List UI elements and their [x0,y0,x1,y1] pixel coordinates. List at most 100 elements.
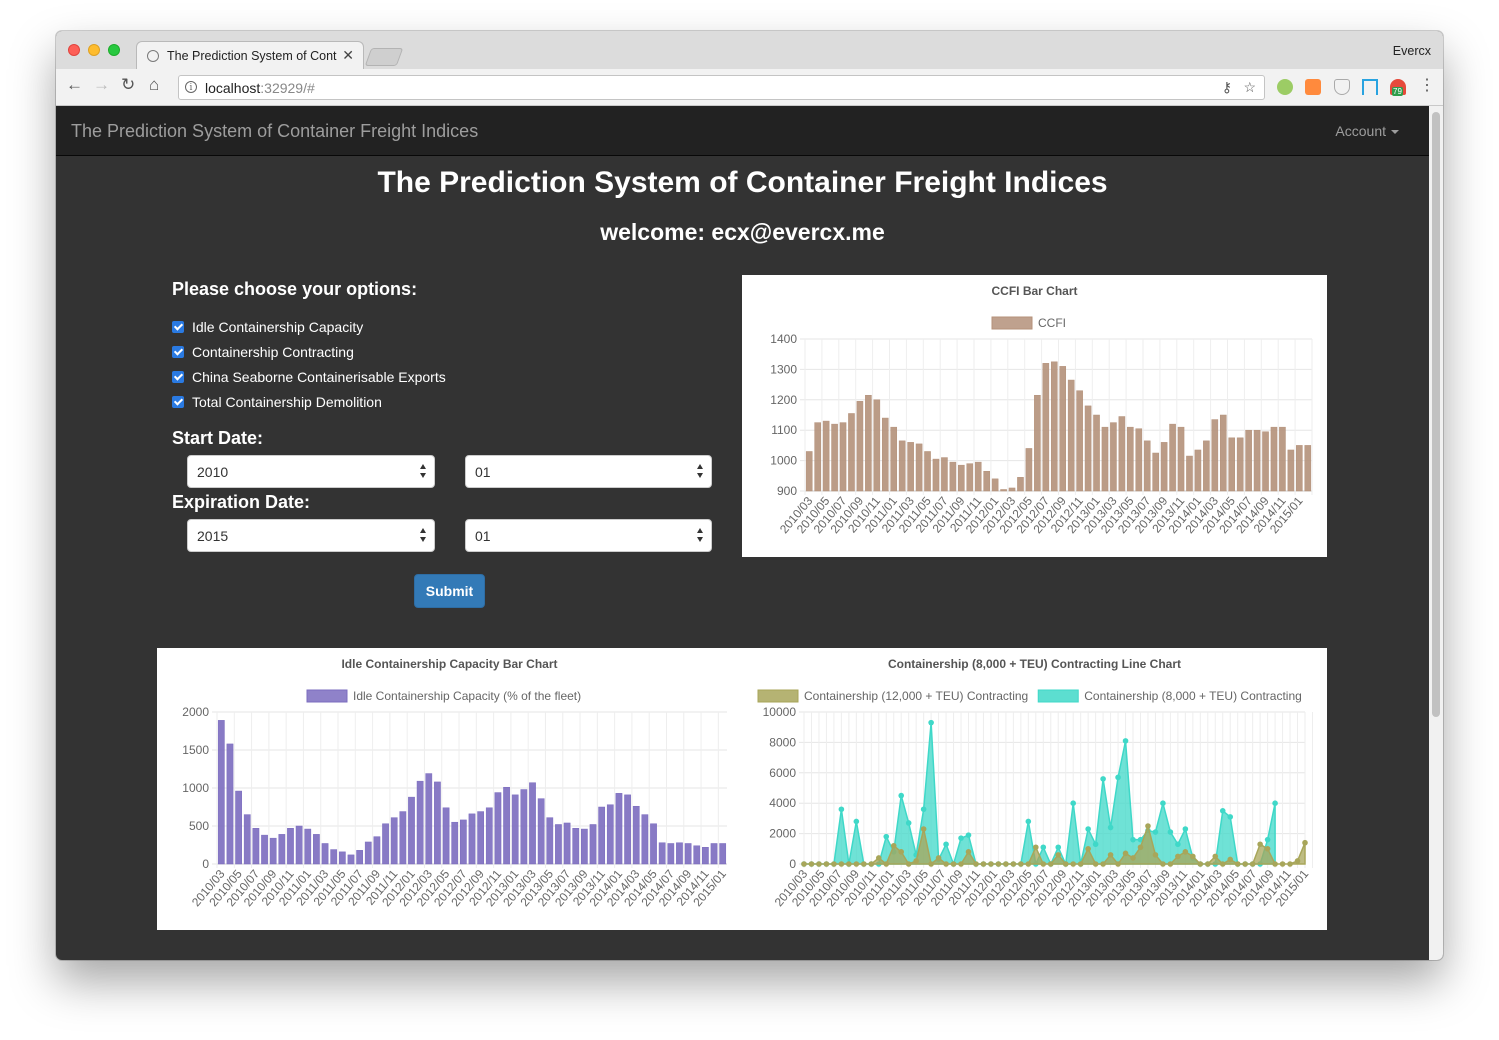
data-point [920,826,927,832]
y-tick-label: 1400 [770,332,797,346]
zoom-window-button[interactable] [108,44,120,56]
checkbox-checked[interactable] [172,321,184,333]
data-point [838,861,845,867]
home-icon[interactable]: ⌂ [149,75,160,94]
data-point [943,861,949,867]
legend-label: Containership (12,000 + TEU) Contracting [804,689,1028,703]
bar [555,824,562,865]
browser-window: The Prediction System of Container Freig… [56,31,1443,960]
data-point [1122,850,1129,857]
data-point [1055,852,1062,858]
bar [347,854,355,865]
back-arrow-icon[interactable]: ← [66,75,83,94]
bookmark-icon[interactable] [1362,79,1378,95]
options-heading: Please choose your options: [172,279,418,299]
bar [269,837,277,865]
address-bar[interactable]: i localhost:32929/# ⚷ ☆ [178,75,1265,100]
data-point [1070,800,1076,806]
bar [1236,437,1244,492]
checkbox-checked[interactable] [172,371,184,383]
bar [321,843,329,865]
account-dropdown[interactable]: Account [1335,123,1399,139]
y-tick-label: 0 [202,857,209,871]
profile-name[interactable]: Evercx [1392,44,1431,58]
bar [226,743,234,865]
select-value: 01 [475,528,491,544]
option-label: Idle Containership Capacity [192,319,364,335]
navbar-brand[interactable]: The Prediction System of Container Freig… [71,121,479,141]
bar [881,417,889,492]
browser-tab-active[interactable]: The Prediction System of Container Freig… [136,41,364,70]
bar [1245,429,1252,492]
start-month-select[interactable]: 01 [465,455,712,488]
bar [1110,422,1117,492]
end-month-select[interactable]: 01 [465,519,712,552]
forward-arrow-icon[interactable]: → [93,75,110,94]
key-icon[interactable]: ⚷ [1221,79,1232,95]
data-point [913,858,919,864]
data-point [890,842,897,849]
bar [373,836,381,865]
bar [1008,487,1016,492]
extension-orange-icon[interactable] [1305,79,1321,95]
bar [434,781,441,865]
globe-icon [147,50,159,62]
checkbox-checked[interactable] [172,396,184,408]
select-value: 2010 [197,464,229,480]
extension-badge-icon[interactable]: 79 [1390,79,1406,96]
bar [702,847,709,865]
bar [477,811,485,865]
data-point [808,861,815,867]
browser-toolbar: ← → ↻ ⌂ i localhost:32929/# ⚷ ☆ 79 ⋮ [56,69,1443,106]
data-point [1264,836,1271,843]
data-point [1085,846,1091,852]
bar [399,811,407,865]
bar [667,843,675,865]
bar [814,422,821,492]
extension-green-icon[interactable] [1277,79,1293,95]
reload-icon[interactable]: ↻ [121,75,136,94]
bar [287,828,294,865]
bar [243,814,251,865]
data-point [928,861,934,867]
submit-button[interactable]: Submit [414,574,485,608]
bar [865,394,872,492]
close-window-button[interactable] [68,44,80,56]
bar [235,790,242,865]
area-series [804,722,1276,867]
bar [966,463,974,492]
data-point [1092,841,1099,848]
shield-icon[interactable] [1334,79,1350,95]
data-point [1272,800,1278,806]
data-point [831,861,837,867]
bar [1127,426,1134,492]
data-point [1100,776,1106,782]
y-tick-label: 8000 [769,735,796,749]
bar [991,478,999,492]
bar [898,440,906,492]
start-year-select[interactable]: 2010 [187,455,435,488]
page-scrollbar[interactable] [1429,106,1443,960]
bar [537,798,545,865]
bar [468,813,476,865]
end-year-select[interactable]: 2015 [187,519,435,552]
data-point [995,861,1002,867]
y-tick-label: 1000 [770,454,797,468]
data-point [1085,826,1091,832]
y-tick-label: 6000 [769,766,796,780]
bar [890,426,898,492]
menu-dots-icon[interactable]: ⋮ [1419,77,1435,94]
bar [1211,419,1219,492]
info-icon[interactable]: i [185,81,197,93]
minimize-window-button[interactable] [88,44,100,56]
close-tab-icon[interactable]: ✕ [342,47,354,63]
scroll-thumb[interactable] [1432,112,1440,717]
star-bookmark-icon[interactable]: ☆ [1243,79,1256,95]
new-tab-button[interactable] [364,48,404,66]
ccfi-chart-panel: CCFI Bar Chart CCFI 900 1000 1100 1200 1300 140… [742,275,1327,557]
data-point [1130,855,1136,861]
checkbox-checked[interactable] [172,346,184,358]
bar [1203,440,1210,492]
select-arrows-icon [420,528,428,544]
data-point [973,861,979,867]
